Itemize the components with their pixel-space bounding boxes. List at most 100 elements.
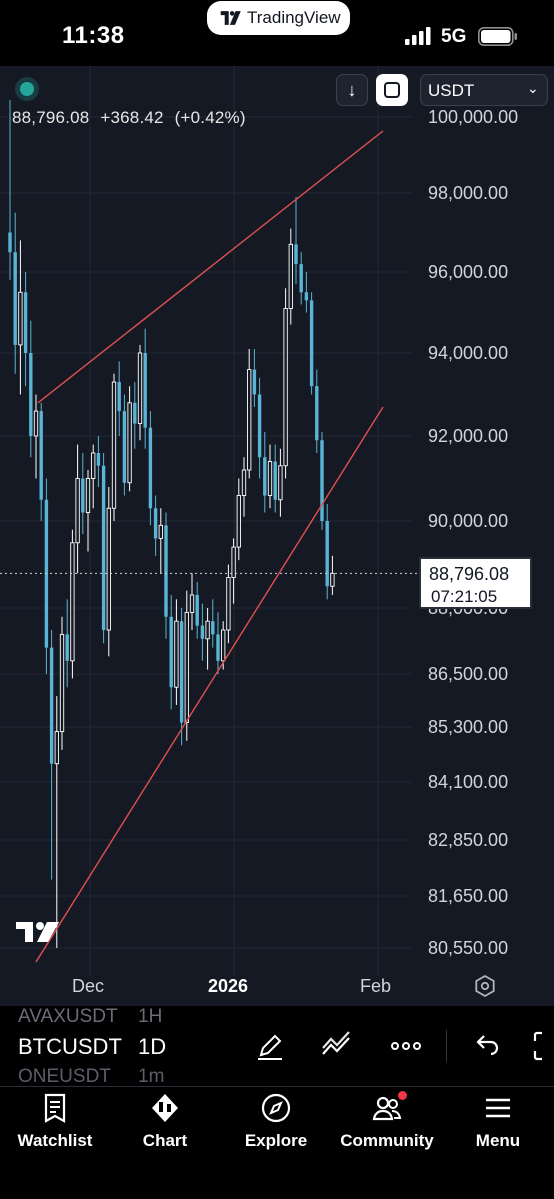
candle-down <box>263 457 267 496</box>
currency-select[interactable]: USDT ⌄ <box>420 74 548 106</box>
candle-down <box>133 402 137 424</box>
last-price-label: 88,796.08 07:21:05 <box>419 557 532 609</box>
tab-label: Menu <box>475 1131 521 1150</box>
candle-down <box>252 369 257 395</box>
undo-icon[interactable] <box>470 1030 502 1062</box>
timeframe-next[interactable]: 1m <box>138 1066 165 1087</box>
market-open-indicator <box>20 82 34 96</box>
candle-down <box>13 252 17 345</box>
candle-down <box>122 411 127 483</box>
candle-down <box>101 465 106 630</box>
price-summary: 88,796.08 +368.42 (+0.42%) <box>12 108 252 128</box>
replay-icon <box>384 82 400 98</box>
candle-down <box>294 244 298 265</box>
symbol-next[interactable]: ONEUSDT <box>18 1066 111 1087</box>
candle-down <box>315 386 319 441</box>
candle-down <box>29 353 33 436</box>
price-axis-label: 92,000.00 <box>428 426 509 446</box>
candle-up <box>137 352 143 425</box>
tab-label: Explore <box>244 1131 308 1150</box>
candle-up <box>231 546 236 579</box>
price-axis-label: 82,850.00 <box>428 830 509 850</box>
candle-down <box>179 621 184 723</box>
menu-icon <box>486 1098 510 1118</box>
candle-up <box>91 452 96 479</box>
candle-up <box>174 620 179 688</box>
candle-up <box>127 402 132 484</box>
price-axis-label: 90,000.00 <box>428 511 509 531</box>
candle-down <box>23 292 28 353</box>
candle-up <box>85 478 91 513</box>
settings-icon[interactable] <box>473 974 497 998</box>
candle-up <box>267 461 273 496</box>
price-axis-label: 96,000.00 <box>428 262 509 282</box>
more-icon[interactable] <box>390 1030 422 1062</box>
status-bar: 11:38 TradingView 5G <box>0 0 554 66</box>
price-axis-label: 98,000.00 <box>428 183 509 203</box>
candle-down <box>65 634 69 661</box>
timeframe-prev[interactable]: 1H <box>138 1006 163 1027</box>
price-axis-label: 85,300.00 <box>428 717 509 737</box>
candle-down <box>49 647 54 764</box>
timeframe-current[interactable]: 1D <box>138 1034 167 1059</box>
tab-label: Chart <box>142 1131 188 1150</box>
signal-icon <box>405 27 431 45</box>
price-axis-label: 86,500.00 <box>428 664 509 684</box>
candle-down <box>325 521 329 587</box>
candle-down <box>211 621 215 635</box>
tab-watchlist[interactable]: Watchlist <box>0 1087 110 1177</box>
tab-chart[interactable]: Chart <box>110 1087 220 1177</box>
tradingview-watermark-icon <box>16 922 59 942</box>
chevron-down-icon: ⌄ <box>527 80 539 96</box>
arrow-down-icon: ↓ <box>347 80 357 100</box>
tab-menu[interactable]: Menu <box>443 1087 553 1177</box>
price-change-pct: (+0.42%) <box>174 108 246 127</box>
candle-down <box>96 453 101 466</box>
trendline-upper <box>37 130 384 404</box>
last-price: 88,796.08 <box>12 108 90 127</box>
tab-label: Watchlist <box>17 1131 93 1150</box>
chart-toolbar: AVAXUSDT 1H BTCUSDT 1D ONEUSDT 1m <box>0 1006 554 1087</box>
watchlist-icon <box>44 1093 66 1123</box>
tab-explore[interactable]: Explore <box>221 1087 331 1177</box>
candle-down <box>164 525 168 617</box>
candle-up <box>106 507 111 631</box>
tradingview-pill-label: TradingView <box>247 8 341 27</box>
candle-up <box>33 410 39 437</box>
download-button[interactable]: ↓ <box>336 74 368 106</box>
battery-icon <box>478 27 517 46</box>
candle-up <box>247 369 252 471</box>
indicators-icon[interactable] <box>320 1030 352 1062</box>
price-axis-label: 100,000.00 <box>428 107 519 127</box>
chart-icon <box>152 1094 178 1122</box>
network-label: 5G <box>441 26 467 47</box>
candle-down <box>257 394 262 458</box>
notification-dot <box>398 1091 407 1100</box>
candle-up <box>184 611 189 724</box>
price-change: +368.42 <box>100 108 164 127</box>
price-axis-label: 84,100.00 <box>428 772 509 792</box>
candle-up <box>330 572 335 587</box>
candle-down <box>8 232 12 253</box>
status-time: 11:38 <box>62 22 125 49</box>
chart-area[interactable] <box>0 66 554 1006</box>
tradingview-pill[interactable]: TradingView <box>207 1 350 35</box>
candle-down <box>143 353 147 428</box>
time-axis-label: Dec <box>72 976 105 996</box>
candle-up <box>288 243 293 309</box>
symbol-prev[interactable]: AVAXUSDT <box>18 1006 118 1027</box>
candle-down <box>309 300 314 387</box>
candle-down <box>153 508 158 539</box>
fullscreen-icon[interactable] <box>532 1030 554 1062</box>
candle-up <box>75 478 80 544</box>
pen-icon[interactable] <box>254 1030 286 1062</box>
candle-up <box>236 495 241 548</box>
candle-up <box>283 307 288 467</box>
replay-button[interactable] <box>376 74 408 106</box>
symbol-current[interactable]: BTCUSDT <box>18 1034 122 1059</box>
tab-community[interactable]: Community <box>332 1087 442 1177</box>
candle-up <box>158 524 163 539</box>
candle-down <box>81 478 85 513</box>
candle-up <box>18 291 23 346</box>
price-chart[interactable] <box>0 66 554 1006</box>
